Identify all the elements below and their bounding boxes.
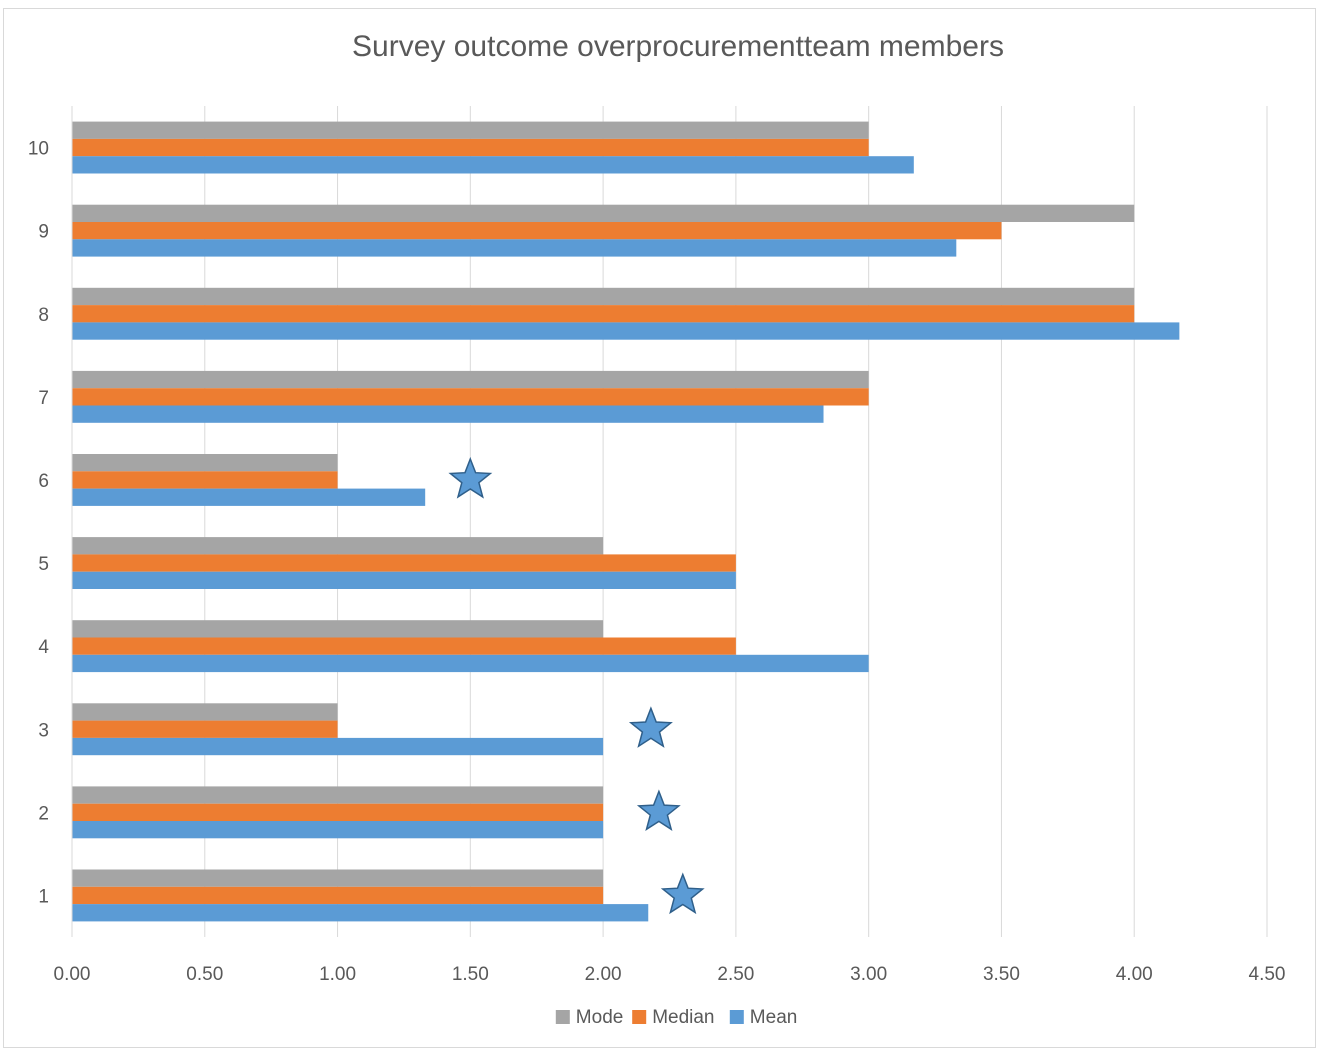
legend-label-mode: Mode <box>576 1007 624 1028</box>
bar-median <box>72 305 1135 323</box>
bar-mode <box>72 454 338 472</box>
y-tick-label: 7 <box>38 388 49 409</box>
bar-mode <box>72 204 1135 222</box>
bar-mode <box>72 287 1135 306</box>
x-tick-label: 2.50 <box>717 964 754 985</box>
bar-mean <box>72 322 1180 340</box>
y-tick-label: 5 <box>38 554 49 575</box>
x-tick-label: 0.50 <box>186 964 223 985</box>
bar-mode <box>72 537 604 555</box>
star-icon <box>628 706 673 748</box>
bar-mode <box>72 620 604 638</box>
y-tick-label: 1 <box>38 886 49 907</box>
star-icon <box>448 456 493 499</box>
x-tick-label: 1.00 <box>319 964 356 985</box>
bar-mean <box>72 571 736 589</box>
bar-mode <box>72 786 604 804</box>
bar-median <box>72 222 1002 240</box>
bar-median <box>72 886 604 905</box>
bar-mean <box>72 239 957 257</box>
annotations <box>448 456 705 915</box>
bar-median <box>72 720 338 738</box>
star-icon <box>636 789 681 831</box>
axes: 0.00 0.50 1.00 1.50 2.00 2.50 3.00 3.50 4.00 4.50… <box>28 106 1286 985</box>
bar-mode <box>72 121 869 139</box>
star-icon <box>660 872 705 915</box>
bar-mode <box>72 703 338 721</box>
bars <box>72 121 1180 922</box>
y-tick-label: 6 <box>38 471 49 492</box>
bar-median <box>72 388 869 406</box>
y-tick-label: 8 <box>38 305 49 326</box>
bar-mean <box>72 488 426 506</box>
bar-mode <box>72 869 604 887</box>
bar-mean <box>72 654 869 673</box>
legend-label-mean: Mean <box>750 1007 798 1028</box>
y-tick-label: 3 <box>38 720 49 741</box>
legend-label-median: Median <box>652 1007 714 1028</box>
chart-title: Survey outcome overprocurementteam membe… <box>352 30 1004 63</box>
bar-median <box>72 637 736 655</box>
bar-mode <box>72 370 869 389</box>
bar-median <box>72 471 338 489</box>
y-tick-label: 9 <box>38 222 49 243</box>
bar-chart: Survey outcome overprocurementteam membe… <box>28 30 1286 1028</box>
x-tick-label: 0.00 <box>54 964 91 985</box>
bar-median <box>72 138 869 157</box>
bar-mean <box>72 821 604 839</box>
x-tick-label: 2.00 <box>585 964 622 985</box>
bar-mean <box>72 156 914 174</box>
bar-median <box>72 554 736 572</box>
x-tick-label: 3.00 <box>850 964 887 985</box>
x-tick-label: 1.50 <box>452 964 489 985</box>
bar-mean <box>72 405 824 423</box>
x-tick-label: 4.00 <box>1116 964 1153 985</box>
bar-mean <box>72 904 649 922</box>
legend-swatch-median <box>632 1010 647 1024</box>
legend-swatch-mode <box>555 1010 570 1024</box>
y-tick-label: 4 <box>38 637 49 658</box>
chart-frame: Survey outcome overprocurementteam membe… <box>3 8 1316 1048</box>
legend-swatch-mean <box>729 1010 744 1024</box>
legend: Mode Median Mean <box>555 1007 798 1028</box>
x-tick-label: 4.50 <box>1249 964 1286 985</box>
y-tick-label: 2 <box>38 803 49 824</box>
y-tick-label: 10 <box>28 139 49 160</box>
bar-median <box>72 803 604 821</box>
x-tick-label: 3.50 <box>983 964 1020 985</box>
bar-mean <box>72 737 604 756</box>
